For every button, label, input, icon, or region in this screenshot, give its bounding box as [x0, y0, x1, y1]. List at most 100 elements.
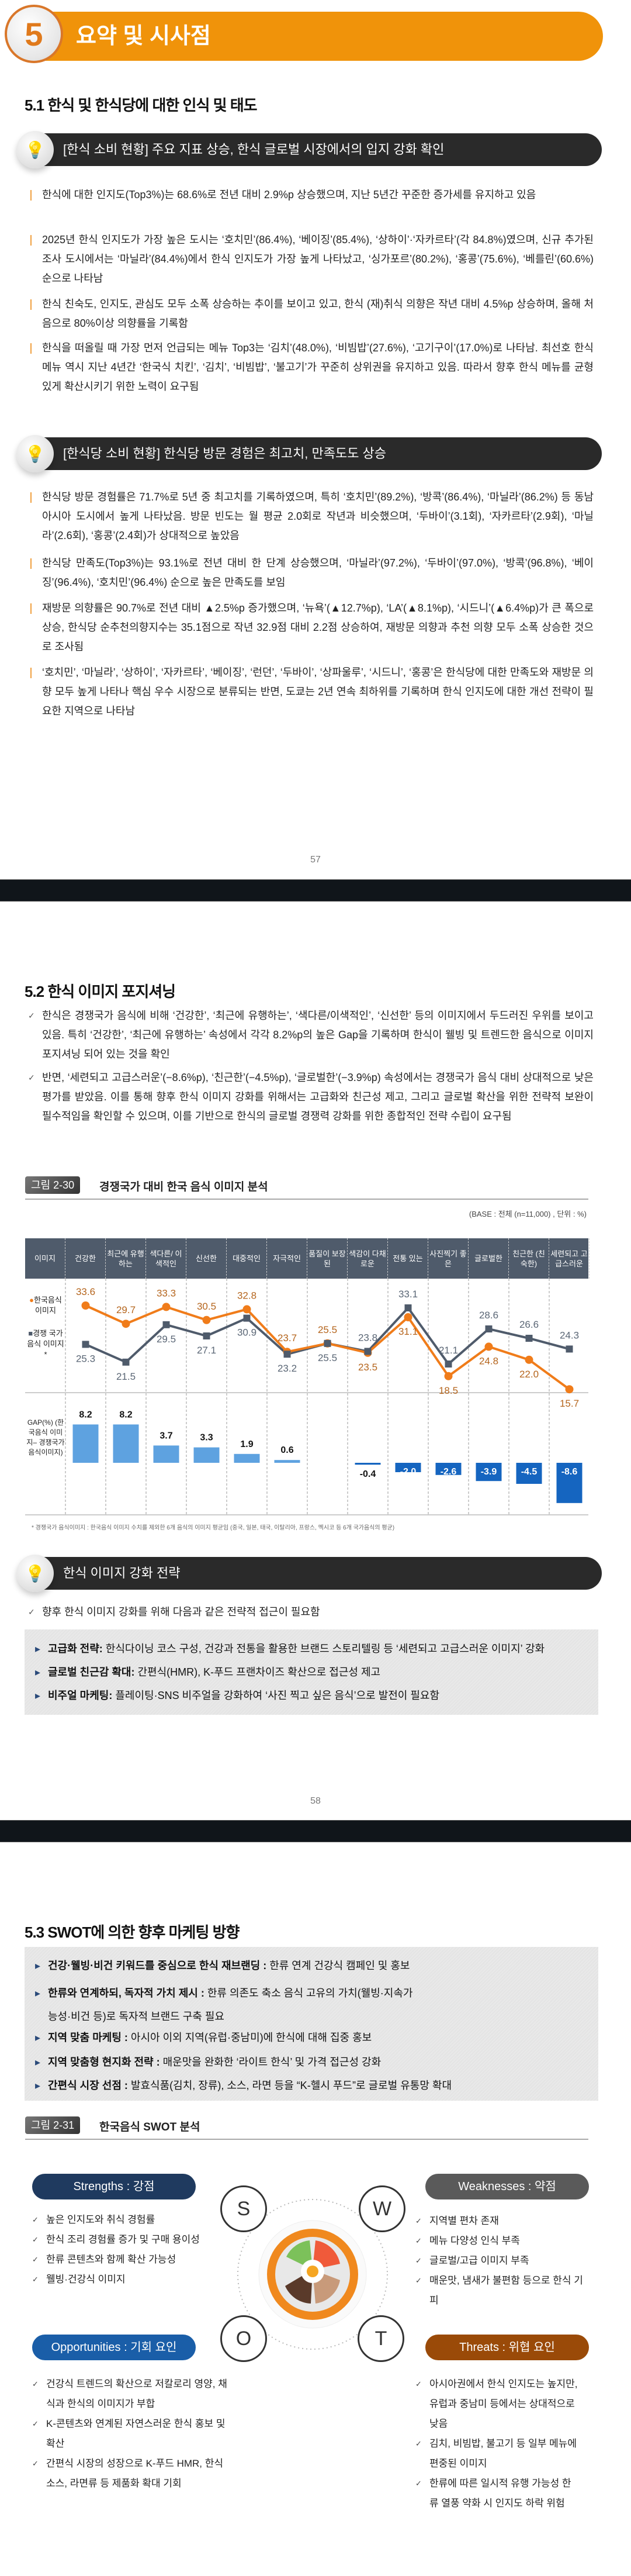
- highlight-tag: [한식 소비 현황]: [63, 142, 148, 157]
- strengths-item: 한식 조리 경험률 증가 및 구매 용이성: [32, 2230, 207, 2250]
- lightbulb-icon: 💡: [16, 1555, 54, 1592]
- marketing-item: 건강·웰빙·비건 키워드를 중심으로 한식 재브랜딩 : 한류 연계 건강식 캠…: [35, 1958, 574, 1973]
- chart-header-row: 이미지 건강한 최근에 유행하는 색다른/ 이색적인 신선한 대중적인 자극적인 품질이 보…: [25, 1238, 590, 1279]
- gap-bar: [193, 1447, 220, 1463]
- competitor-point: [485, 1325, 493, 1332]
- competitor-point: [162, 1321, 170, 1328]
- korean-point: [202, 1315, 211, 1324]
- weaknesses-item: 지역별 편차 존재: [415, 2211, 585, 2231]
- data-label: 24.8: [479, 1355, 498, 1366]
- category-label: 자극적인: [267, 1238, 307, 1279]
- category-label: 친근한 (친숙한): [509, 1238, 549, 1279]
- opportunities-item: 간편식 시장의 성장으로 K-푸드 HMR, 한식 소스, 라면류 등 제품화 …: [32, 2454, 231, 2494]
- paragraph: 2025년 한식 인지도가 가장 높은 도시는 ‘호치민’(86.4%), ‘베…: [30, 230, 594, 288]
- category-label: 건강한: [65, 1238, 106, 1279]
- paragraph: 한식당 만족도(Top3%)는 93.1%로 전년 대비 한 단계 상승했으며,…: [30, 554, 594, 592]
- chapter-title: 요약 및 시사점: [76, 24, 211, 49]
- divider: [25, 2139, 588, 2140]
- gap-label: 0.6: [280, 1445, 293, 1455]
- chart-base-note: (BASE : 전체 (n=11,000) , 단위 : %): [469, 1210, 587, 1218]
- data-label: 23.7: [278, 1332, 297, 1344]
- gap-row-label: GAP(%) (한국음식 이미지– 경쟁국가 음식이미지): [26, 1418, 65, 1456]
- strengths-header: Strengths : 강점: [32, 2174, 196, 2199]
- gap-label: 3.3: [200, 1433, 213, 1443]
- paragraph: 한식에 대한 인지도(Top3%)는 68.6%로 전년 대비 2.9%p 상승…: [30, 185, 594, 205]
- data-label: 21.5: [116, 1371, 136, 1382]
- opportunities-header: Opportunities : 기회 요인: [32, 2335, 196, 2360]
- category-label: 글로벌한: [469, 1238, 509, 1279]
- chart-footnote: * 경쟁국가 음식이미지 : 한국음식 이미지 수치를 제외한 6개 음식의 이…: [32, 1525, 395, 1531]
- highlight-text: 주요 지표 상승, 한식 글로벌 시장에서의 입지 강화 확인: [152, 142, 445, 157]
- data-label: 33.3: [157, 1287, 176, 1299]
- section-title-5-3: 5.3 SWOT에 의한 향후 마케팅 방향: [25, 1924, 240, 1941]
- competitor-point: [203, 1332, 210, 1339]
- data-label: 33.6: [76, 1286, 95, 1297]
- page-number: 58: [310, 1796, 321, 1806]
- korean-point: [484, 1342, 493, 1351]
- figure-label: 그림 2-31: [25, 2116, 81, 2134]
- paragraph: 재방문 의향률은 90.7%로 전년 대비 ▲2.5%p 증가했으며, ‘뉴욕’…: [30, 599, 594, 657]
- figure-title: 한국음식 SWOT 분석: [99, 2121, 200, 2133]
- weaknesses-item: 매운맛, 냄새가 불편함 등으로 한식 기피: [415, 2271, 585, 2311]
- paragraph: 반면, ‘세련되고 고급스러운’(−8.6%p), ‘친근한’(−4.5%p),…: [28, 1068, 594, 1126]
- category-label: 최근에 유행하는: [106, 1238, 146, 1279]
- legend-korean: ●한국음식 이미지: [29, 1296, 62, 1315]
- weaknesses-item: 메뉴 다양성 인식 부족: [415, 2231, 585, 2251]
- highlight-text: 한식 이미지 강화 전략: [63, 1566, 181, 1580]
- paragraph: 한식을 떠올릴 때 가장 먼저 언급되는 메뉴 Top3는 ‘김치’(48.0%…: [30, 339, 594, 396]
- marketing-item: 한류와 연계하되, 독자적 가치 제시 : 한류 의존도 축소 음식 고유의 가…: [35, 1981, 422, 2028]
- gap-bar: [72, 1424, 99, 1463]
- divider: [25, 1199, 588, 1200]
- gap-bar: [113, 1424, 139, 1463]
- weaknesses-item: 글로벌/고급 이미지 부족: [415, 2251, 585, 2271]
- data-label: 23.8: [358, 1332, 377, 1343]
- category-label: 품질이 보장된: [307, 1238, 348, 1279]
- gap-label: 1.9: [240, 1439, 253, 1449]
- paragraph: 한식 친숙도, 인지도, 관심도 모두 소폭 상승하는 추이를 보이고 있고, …: [30, 295, 594, 333]
- data-label: 23.2: [278, 1363, 297, 1374]
- chapter-banner: [39, 12, 603, 61]
- chapter-number: 5: [5, 5, 63, 63]
- gap-label: -4.5: [521, 1467, 538, 1477]
- lightbulb-icon: 💡: [16, 131, 54, 168]
- paragraph: 한식은 경쟁국가 음식에 비해 ‘건강한’, ‘최근에 유행하는’, ‘색다른/…: [28, 1006, 594, 1064]
- paragraph: 향후 한식 이미지 강화를 위해 다음과 같은 전략적 접근이 필요함: [28, 1603, 594, 1622]
- competitor-point: [122, 1358, 130, 1366]
- data-label: 32.8: [237, 1290, 256, 1301]
- data-label: 23.5: [358, 1362, 377, 1373]
- gap-label: 8.2: [119, 1410, 132, 1420]
- strategy-item: 글로벌 친근감 확대: 간편식(HMR), K-푸드 프랜차이즈 확산으로 접근…: [35, 1665, 380, 1680]
- competitor-point: [445, 1360, 452, 1368]
- strengths-item: 웰빙·건강식 이미지: [32, 2270, 207, 2290]
- category-label: 전통 있는: [388, 1238, 428, 1279]
- opportunities-item: 건강식 트렌드의 확산으로 저칼로리 영양, 채식과 한식의 이미지가 부합: [32, 2374, 231, 2414]
- data-label: 29.5: [157, 1334, 176, 1345]
- competitor-point: [364, 1348, 372, 1355]
- gap-bar: [234, 1453, 260, 1463]
- threats-item: 아시아권에서 한식 인지도는 높지만, 유럽과 중남미 등에서는 상대적으로 낮…: [415, 2374, 579, 2434]
- korean-point: [122, 1320, 130, 1328]
- page-number: 57: [310, 855, 321, 865]
- data-label: 25.5: [318, 1352, 337, 1363]
- strategy-box: 고급화 전략: 한식다이닝 코스 구성, 건강과 전통을 활용한 브랜드 스토리…: [25, 1629, 598, 1715]
- competitor-point: [404, 1304, 412, 1311]
- header-cell: 이미지: [25, 1238, 65, 1279]
- legend-competitor: ■경쟁 국가 음식 이미지*: [27, 1329, 64, 1359]
- category-label: 사진찍기 좋은: [428, 1238, 469, 1279]
- weaknesses-list: 지역별 편차 존재메뉴 다양성 인식 부족글로벌/고급 이미지 부족매운맛, 냄…: [415, 2211, 585, 2311]
- swot-cycle-diagram: [237, 2199, 388, 2350]
- korean-point: [242, 1305, 251, 1314]
- category-label: 신선한: [186, 1238, 227, 1279]
- figure-title: 경쟁국가 대비 한국 음식 이미지 분석: [99, 1181, 268, 1193]
- gap-bar: [435, 1463, 462, 1475]
- korean-point: [162, 1303, 171, 1311]
- category-label: 색다른/ 이색적인: [146, 1238, 186, 1279]
- threats-item: 한류에 따른 일시적 유행 가능성 한류 열풍 약화 시 인지도 하락 위험: [415, 2474, 579, 2513]
- competitor-point: [283, 1351, 291, 1358]
- marketing-item: 간편식 시장 선점 : 발효식품(김치, 장류), 소스, 라면 등을 “K-헬…: [35, 2078, 452, 2093]
- data-label: 28.6: [479, 1310, 498, 1321]
- highlight-bar-restaurant: [한식당 소비 현황] 한식당 방문 경험은 최고치, 만족도도 상승: [35, 437, 602, 470]
- data-label: 31.1: [398, 1326, 418, 1337]
- gap-bar: [556, 1463, 583, 1503]
- weaknesses-header: Weaknesses : 약점: [425, 2174, 589, 2199]
